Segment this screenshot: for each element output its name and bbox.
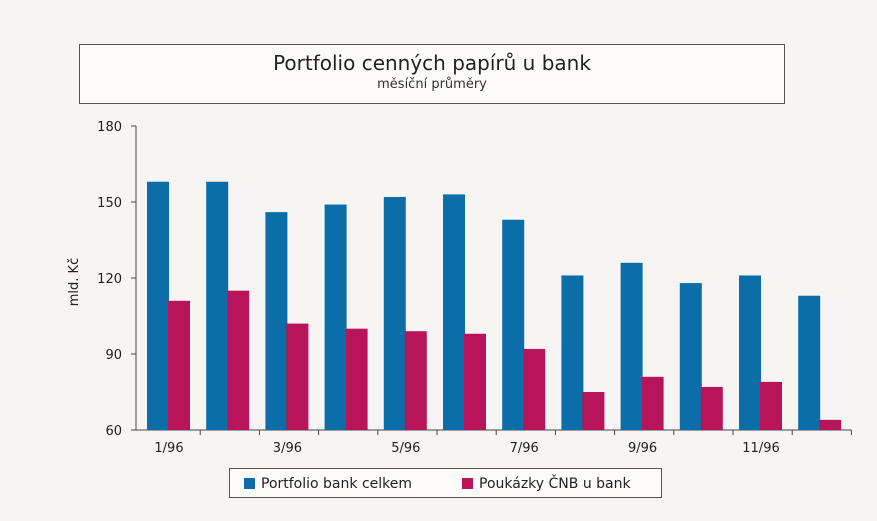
bar-poukazky [227,290,250,430]
bar-poukazky [819,419,842,430]
bar-portfolio [502,219,525,430]
bar-portfolio [206,181,229,430]
bar-portfolio [561,275,584,430]
bar-poukazky [404,331,427,430]
legend-item-portfolio: Portfolio bank celkem [244,475,412,493]
y-tick-label: 60 [105,424,122,439]
bar-poukazky [168,300,190,430]
y-tick-label: 120 [97,272,122,287]
y-axis-label: mld. Kč [67,258,82,306]
bar-poukazky [700,386,723,430]
x-tick-label: 9/96 [628,441,657,456]
bar-portfolio [147,181,169,430]
legend-swatch-portfolio [244,478,255,489]
bar-poukazky [760,381,782,430]
chart-title: Portfolio cenných papírů u bank [273,51,591,75]
y-tick-label: 180 [97,120,122,135]
bar-poukazky [582,392,605,430]
bar-portfolio [383,196,406,430]
bar-portfolio [679,283,702,430]
legend-label-poukazky: Poukázky ČNB u bank [479,476,631,492]
bar-poukazky [464,333,486,430]
y-tick-label: 150 [97,196,122,211]
chart-title-box: Portfolio cenných papírů u bank měsíční … [79,44,785,104]
bar-poukazky [345,328,368,430]
bar-portfolio [620,262,643,430]
bar-portfolio [739,275,761,430]
bar-poukazky [641,376,664,430]
legend-item-poukazky: Poukázky ČNB u bank [462,475,631,493]
bar-portfolio [798,295,821,430]
chart-subtitle: měsíční průměry [377,77,487,92]
legend-swatch-poukazky [462,478,473,489]
bar-portfolio [324,204,347,430]
legend-label-portfolio: Portfolio bank celkem [261,476,412,492]
bar-portfolio [443,194,465,430]
x-tick-label: 1/96 [154,441,183,456]
x-tick-label: 11/96 [742,441,779,456]
bar-poukazky [523,348,546,430]
chart-legend: Portfolio bank celkem Poukázky ČNB u ban… [229,468,662,498]
bar-portfolio [265,212,288,430]
x-tick-label: 7/96 [510,441,539,456]
x-tick-label: 3/96 [273,441,302,456]
y-tick-label: 90 [105,348,122,363]
bar-poukazky [286,323,309,430]
x-tick-label: 5/96 [391,441,420,456]
